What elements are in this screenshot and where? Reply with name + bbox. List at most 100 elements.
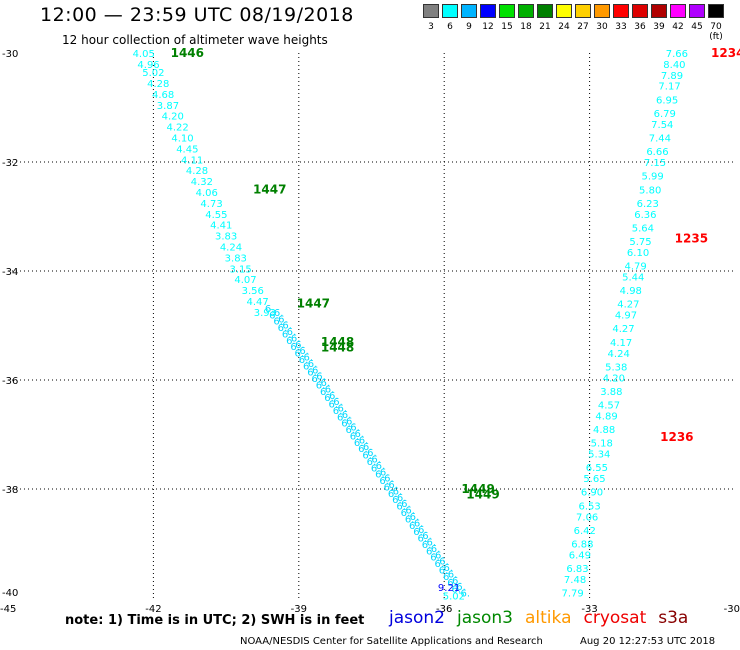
color-swatch [594, 4, 610, 18]
swh-overplot-mark: 6. [354, 438, 364, 449]
swh-overplot-mark: 6. [410, 512, 420, 523]
swh-value-label: 7.44 [649, 133, 671, 144]
swh-value-label: 7.79 [562, 589, 584, 600]
swh-overplot-mark: 6. [396, 502, 406, 513]
swh-overplot-mark: 6. [401, 499, 411, 510]
color-swatch-label: 27 [577, 22, 589, 32]
swh-overplot-mark: 6. [337, 412, 347, 423]
swh-overplot-mark: 6. [405, 506, 415, 517]
swh-value-label: 4.27 [612, 324, 634, 335]
color-swatch [575, 4, 591, 18]
pass-time-label: 1448 [321, 340, 354, 354]
swh-overplot-mark: 6. [342, 410, 352, 421]
swh-value-label: 7.06 [576, 512, 598, 523]
swh-value-label: 3.83 [215, 232, 237, 243]
swh-overplot-mark: 6. [393, 486, 403, 497]
color-swatch [480, 4, 496, 18]
swh-overplot-mark: 6. [278, 314, 288, 325]
pass-time-label: 1449 [461, 482, 494, 496]
color-swatch-label: 18 [520, 22, 532, 32]
color-swatch [499, 4, 515, 18]
swh-value-label: 5.34 [588, 450, 610, 461]
swh-overplot-mark: 6. [460, 589, 470, 600]
swh-overplot-mark: 6. [413, 527, 423, 538]
swh-overplot-mark: 6. [269, 310, 279, 321]
swh-overplot-mark: 6. [388, 480, 398, 491]
swh-overplot-mark: 6. [422, 540, 432, 551]
swh-value-label: 5.99 [641, 172, 663, 183]
swh-value-label: 5.02 [142, 68, 164, 79]
swh-overplot-mark: 6. [303, 361, 313, 372]
swh-overplot-mark: 6. [299, 355, 309, 366]
swh-overplot-mark: 6. [451, 585, 461, 596]
swh-value-label: 3.83 [225, 253, 247, 264]
satellite-label-jason3: jason3 [457, 608, 513, 628]
swh-value-label: 4.96 [137, 60, 159, 71]
swh-overplot-mark: 6. [345, 425, 355, 436]
swh-overplot-mark: 6. [444, 563, 454, 574]
swh-overplot-mark: 6. [286, 336, 296, 347]
swh-overplot-mark: 6. [278, 323, 288, 334]
swh-overplot-mark: 6. [367, 448, 377, 459]
swh-overplot-mark: 6. [316, 372, 326, 383]
note-text: note: 1) Time is in UTC; 2) SWH is in fe… [65, 613, 365, 628]
swh-overplot-mark: 6. [337, 404, 347, 415]
swh-value-label: 4.24 [220, 242, 242, 253]
swh-value-label: 4.06 [196, 188, 218, 199]
swh-overplot-mark: 6. [388, 489, 398, 500]
color-swatch-label: 9 [466, 22, 472, 32]
swh-value-label: 3.93 [254, 308, 276, 319]
swh-overplot-mark: 6. [312, 365, 322, 376]
swh-value-label: 4.05 [133, 49, 155, 60]
swh-value-label: 4.79 [625, 262, 647, 273]
color-swatch [461, 4, 477, 18]
swh-overplot-mark: 6. [350, 423, 360, 434]
swh-value-label: 4.47 [246, 297, 268, 308]
color-swatch [537, 4, 553, 18]
color-swatch-label: 6 [447, 22, 453, 32]
swh-value-label: 3.56 [242, 286, 264, 297]
swh-value-label: 3.88 [600, 387, 622, 398]
pass-time-label: 1449 [466, 487, 499, 501]
swh-value-label: 3.87 [157, 101, 179, 112]
swh-overplot-mark: 6. [448, 569, 458, 580]
generated-timestamp: Aug 20 12:27:53 UTC 2018 [580, 636, 716, 647]
swh-value-label: 6.90 [581, 488, 603, 499]
satellite-label-cryosat: cryosat [583, 608, 647, 628]
swh-overplot-mark: 6. [304, 353, 314, 364]
swh-overplot-mark: 6. [431, 544, 441, 555]
swh-overplot-mark: 6. [287, 327, 297, 338]
swh-overplot-mark: 6. [295, 340, 305, 351]
color-swatch [442, 4, 458, 18]
color-swatch-label: 42 [672, 22, 684, 32]
swh-value-label: 5.38 [605, 362, 627, 373]
swh-overplot-mark: 6. [456, 582, 466, 593]
satellite-label-jason2: jason2 [389, 608, 445, 628]
swh-overplot-mark: 6. [320, 387, 330, 398]
swh-value-label: 4.20 [603, 373, 625, 384]
swh-value-label: 7.66 [666, 49, 688, 60]
swh-overplot-mark: 6. [418, 534, 428, 545]
swh-value-label: 6.95 [656, 95, 678, 106]
swh-value-label: 6.23 [637, 199, 659, 210]
swh-value-label: 4.22 [167, 123, 189, 134]
swh-overplot-mark: 6. [430, 553, 440, 564]
swh-overplot-mark: 6. [341, 419, 351, 430]
swh-value-label: 6.55 [586, 463, 608, 474]
lon-tick-label: -39 [291, 604, 307, 615]
swh-value-label: 4.24 [608, 349, 630, 360]
color-swatch-label: 12 [482, 22, 494, 32]
color-swatch [632, 4, 648, 18]
swh-overplot-mark: 6. [418, 525, 428, 536]
color-swatch-label: 24 [558, 22, 570, 32]
swh-overplot-mark: 6. [384, 474, 394, 485]
swh-overplot-mark: 6. [359, 435, 369, 446]
swh-value-label: 6.42 [574, 526, 596, 537]
lat-tick-label: -40 [2, 588, 18, 599]
swh-value-label: 5.65 [583, 474, 605, 485]
swh-overplot-mark: 6. [371, 463, 381, 474]
swh-value-label: 6.66 [646, 147, 668, 158]
satellite-label-altika: altika [525, 608, 572, 628]
color-swatch-label: 36 [634, 22, 646, 32]
